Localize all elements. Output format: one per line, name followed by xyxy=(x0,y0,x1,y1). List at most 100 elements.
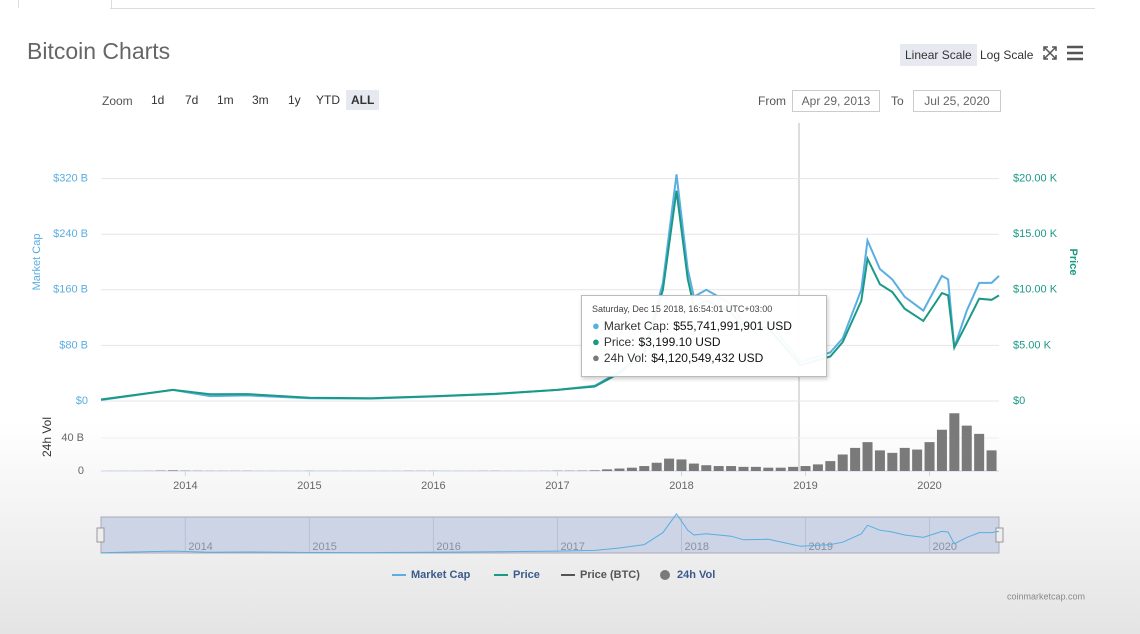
volume-bar xyxy=(614,468,625,471)
volume-bar xyxy=(639,466,650,471)
legend-item[interactable]: Price (BTC) xyxy=(561,569,640,581)
volume-bar xyxy=(602,469,613,471)
volume-bar xyxy=(726,466,737,471)
navigator-tick-label: 2019 xyxy=(809,541,833,553)
volume-bar xyxy=(664,458,675,471)
volume-bar xyxy=(701,465,712,471)
scale-button[interactable]: Linear Scale xyxy=(900,44,977,66)
x-tick-label: 2019 xyxy=(793,480,817,492)
zoom-option[interactable]: 7d xyxy=(185,93,199,107)
scale-button[interactable]: Log Scale xyxy=(980,48,1034,62)
x-tick-label: 2017 xyxy=(545,480,569,492)
legend-label: Market Cap xyxy=(411,569,471,581)
volume-bar xyxy=(713,466,724,471)
from-input[interactable]: Apr 29, 2013 xyxy=(792,90,880,112)
fullscreen-icon[interactable] xyxy=(1043,46,1057,60)
navigator-line xyxy=(100,513,1000,554)
tooltip-date: Saturday, Dec 15 2018, 16:54:01 UTC+03:0… xyxy=(592,304,773,314)
legend-symbol xyxy=(660,570,670,580)
volume-bar xyxy=(825,461,836,471)
navigator-tick-label: 2016 xyxy=(436,541,460,553)
volume-bar xyxy=(912,449,923,471)
navigator-handle[interactable] xyxy=(995,527,1004,543)
volume-bar xyxy=(974,433,985,471)
tooltip-label: 24h Vol: xyxy=(603,351,648,365)
navigator-tick-label: 2017 xyxy=(560,541,584,553)
legend-item[interactable]: 24h Vol xyxy=(660,569,715,581)
tooltip: Saturday, Dec 15 2018, 16:54:01 UTC+03:0… xyxy=(581,295,827,377)
y-tick-label: 40 B xyxy=(61,432,84,444)
volume-bar xyxy=(924,442,935,471)
volume-bar xyxy=(949,413,960,471)
legend-label: Price xyxy=(513,569,540,581)
zoom-option[interactable]: YTD xyxy=(316,93,340,107)
to-label: To xyxy=(891,94,904,108)
zoom-label: Zoom xyxy=(102,94,133,108)
navigator-tick-label: 2014 xyxy=(188,541,212,553)
zoom-option[interactable]: 1d xyxy=(151,93,165,107)
legend-symbol xyxy=(494,574,508,576)
tooltip-value: $55,741,991,901 USD xyxy=(673,319,792,333)
x-tick-label: 2018 xyxy=(669,480,693,492)
volume-bar xyxy=(936,429,947,471)
to-input[interactable]: Jul 25, 2020 xyxy=(913,90,1001,112)
tooltip-row: ● 24h Vol: $4,120,549,432 USD xyxy=(592,350,820,366)
tooltip-label: Price: xyxy=(603,335,635,349)
y2-tick-label: $15.00 K xyxy=(1013,228,1058,240)
navigator-tick-label: 2018 xyxy=(684,541,708,553)
legend-label: Price (BTC) xyxy=(580,569,640,581)
x-tick-label: 2015 xyxy=(297,480,321,492)
volume-bar xyxy=(763,467,774,471)
y2-tick-label: $5.00 K xyxy=(1013,339,1052,351)
volume-bar xyxy=(589,470,600,471)
volume-bar xyxy=(874,450,885,471)
volume-bar xyxy=(676,459,687,471)
volume-bar xyxy=(837,454,848,471)
volume-bar xyxy=(887,452,898,471)
navigator[interactable] xyxy=(100,516,1000,554)
zoom-option[interactable]: 1y xyxy=(288,93,301,107)
volume-bar xyxy=(167,470,178,471)
legend-symbol xyxy=(392,574,406,576)
volume-bar xyxy=(626,467,637,471)
x-tick-label: 2020 xyxy=(917,480,941,492)
tooltip-bullet: ● xyxy=(592,334,600,349)
series-line xyxy=(100,190,1000,401)
tooltip-row: ● Market Cap: $55,741,991,901 USD xyxy=(592,318,820,334)
credit: coinmarketcap.com xyxy=(1007,591,1085,601)
volume-bar xyxy=(688,463,699,471)
navigator-handle[interactable] xyxy=(96,527,105,543)
y-tick-label: $160 B xyxy=(53,284,88,296)
tooltip-label: Market Cap: xyxy=(603,319,670,333)
y-tick-label: $240 B xyxy=(53,228,88,240)
legend-item[interactable]: Price xyxy=(494,569,540,581)
page-title: Bitcoin Charts xyxy=(27,38,171,64)
y-axis-title: Market Cap xyxy=(31,234,43,291)
y-tick-label: $320 B xyxy=(53,173,88,185)
legend-label: 24h Vol xyxy=(677,569,716,581)
volume-bar xyxy=(788,466,799,471)
volume-bar xyxy=(651,462,662,471)
navigator-tick-label: 2015 xyxy=(312,541,336,553)
y2-tick-label: $0 xyxy=(1013,395,1025,407)
y2-axis-title: Price xyxy=(1067,249,1079,276)
tooltip-row: ● Price: $3,199.10 USD xyxy=(592,334,820,350)
menu-icon[interactable] xyxy=(1067,45,1083,61)
volume-bar xyxy=(961,425,972,471)
zoom-option[interactable]: 3m xyxy=(252,93,269,107)
zoom-option[interactable]: 1m xyxy=(217,93,234,107)
zoom-option[interactable]: ALL xyxy=(346,90,380,110)
volume-bar xyxy=(899,447,910,471)
tooltip-bullet: ● xyxy=(592,318,600,333)
x-tick-label: 2016 xyxy=(421,480,445,492)
volume-bar xyxy=(738,466,749,471)
tab-line xyxy=(110,8,1095,9)
y-tick-label: 0 xyxy=(78,465,84,477)
y-tick-label: $80 B xyxy=(59,339,88,351)
volume-bar xyxy=(750,466,761,471)
navigator-tick-label: 2020 xyxy=(933,541,957,553)
legend-item[interactable]: Market Cap xyxy=(392,569,470,581)
tooltip-bullet: ● xyxy=(592,350,600,365)
